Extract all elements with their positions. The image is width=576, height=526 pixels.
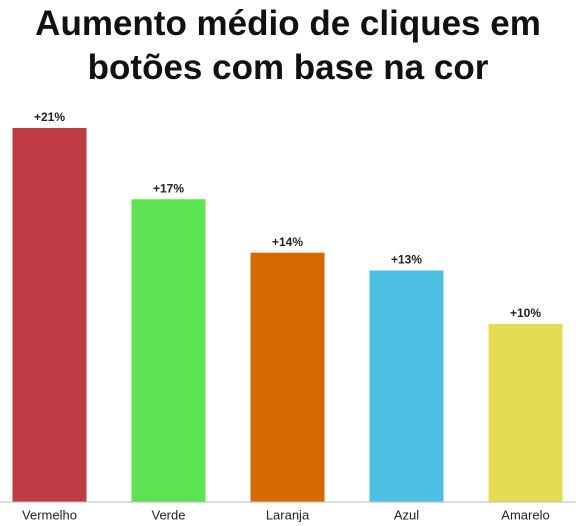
value-label: +13% xyxy=(391,253,422,267)
value-label: +21% xyxy=(34,110,65,124)
value-label: +10% xyxy=(510,306,541,320)
x-tick-label: Laranja xyxy=(266,507,310,522)
bar xyxy=(12,128,87,502)
bar xyxy=(250,252,325,502)
chart-title: Aumento médio de cliques em botões com b… xyxy=(35,4,541,87)
bar xyxy=(488,323,563,502)
bar xyxy=(131,199,206,502)
x-tick-label: Vermelho xyxy=(22,507,77,522)
x-tick-label: Amarelo xyxy=(501,507,549,522)
value-label: +17% xyxy=(153,181,184,195)
x-tick-label: Azul xyxy=(394,507,419,522)
x-tick-label: Verde xyxy=(152,507,186,522)
bar xyxy=(369,270,444,502)
value-label: +14% xyxy=(272,235,303,249)
